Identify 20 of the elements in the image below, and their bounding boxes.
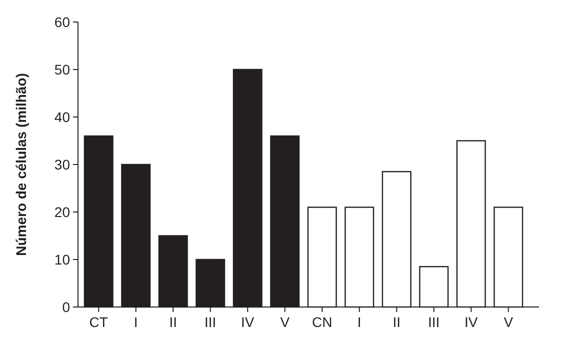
x-tick-label: I xyxy=(134,314,138,330)
x-tick-label: V xyxy=(280,314,290,330)
y-tick-label: 10 xyxy=(54,251,70,268)
x-tick-label: IV xyxy=(241,314,255,330)
y-tick-label: 50 xyxy=(54,61,70,78)
x-tick-label: CT xyxy=(89,314,108,330)
x-tick-label: III xyxy=(428,314,440,330)
y-tick-label: 20 xyxy=(54,204,70,220)
y-tick-label: 60 xyxy=(54,14,70,30)
x-tick-label: CN xyxy=(312,314,332,330)
x-tick-label: V xyxy=(504,314,514,330)
x-tick-label: III xyxy=(204,314,216,330)
x-tick-label: IV xyxy=(464,314,478,330)
y-axis-title: Número de células (milhão) xyxy=(13,73,29,256)
x-tick-label: I xyxy=(357,314,362,330)
x-tick-label: II xyxy=(169,314,178,330)
y-tick-label: 0 xyxy=(62,298,70,315)
y-tick-label: 30 xyxy=(54,156,70,172)
y-tick-label: 40 xyxy=(54,108,70,125)
x-tick-label: II xyxy=(392,314,401,330)
